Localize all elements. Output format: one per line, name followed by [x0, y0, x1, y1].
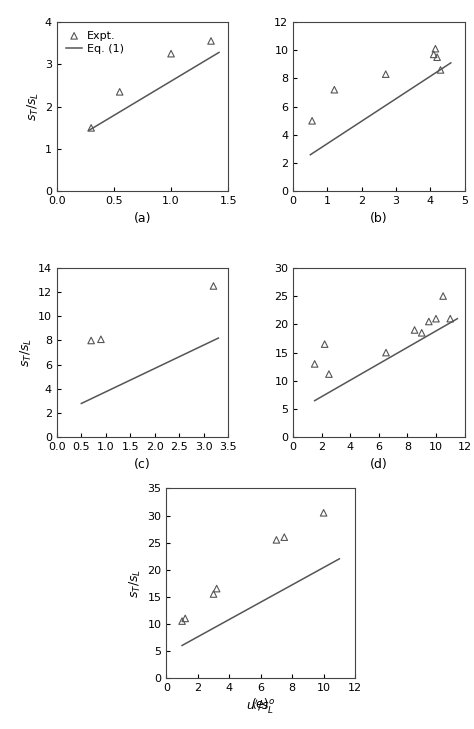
- Eq. (1): [86, 126, 91, 135]
- Expt.: [97, 333, 105, 345]
- X-axis label: (d): (d): [370, 458, 388, 471]
- Y-axis label: $s_T/s_L$: $s_T/s_L$: [26, 92, 41, 121]
- Y-axis label: $s_T/s_L$: $s_T/s_L$: [18, 338, 34, 367]
- Expt.: [382, 69, 390, 80]
- Expt.: [178, 615, 186, 627]
- Expt.: [210, 280, 217, 292]
- X-axis label: (b): (b): [370, 212, 388, 225]
- Expt.: [210, 588, 217, 600]
- Expt.: [273, 534, 280, 546]
- Eq. (1): [216, 334, 221, 343]
- Expt.: [447, 313, 454, 324]
- Expt.: [430, 49, 438, 61]
- Expt.: [325, 368, 333, 380]
- Text: (e): (e): [252, 698, 269, 711]
- Expt.: [116, 86, 123, 98]
- Eq. (1): [79, 399, 84, 408]
- Expt.: [411, 324, 419, 336]
- Expt.: [87, 335, 95, 346]
- Legend: Expt., Eq. (1): Expt., Eq. (1): [63, 28, 127, 58]
- Expt.: [418, 327, 426, 339]
- Expt.: [213, 582, 220, 594]
- Eq. (1): [216, 48, 222, 57]
- Expt.: [311, 358, 319, 370]
- Expt.: [87, 122, 95, 133]
- Y-axis label: $s_T/s_L$: $s_T/s_L$: [128, 569, 143, 598]
- Expt.: [330, 84, 338, 95]
- Line: Eq. (1): Eq. (1): [82, 338, 219, 403]
- Expt.: [207, 35, 215, 47]
- X-axis label: (c): (c): [134, 458, 151, 471]
- Expt.: [281, 531, 288, 543]
- Expt.: [167, 48, 175, 60]
- Expt.: [308, 115, 316, 127]
- Expt.: [382, 347, 390, 359]
- Expt.: [425, 316, 433, 327]
- Expt.: [321, 338, 328, 350]
- Expt.: [439, 290, 447, 302]
- Expt.: [182, 612, 189, 624]
- X-axis label: (a): (a): [134, 212, 151, 225]
- Expt.: [432, 43, 439, 55]
- Expt.: [437, 64, 444, 76]
- Line: Eq. (1): Eq. (1): [89, 52, 219, 130]
- Expt.: [432, 313, 440, 324]
- Expt.: [433, 51, 441, 63]
- Expt.: [320, 507, 328, 518]
- X-axis label: $u^{\prime}/s_L^o$: $u^{\prime}/s_L^o$: [246, 697, 275, 715]
